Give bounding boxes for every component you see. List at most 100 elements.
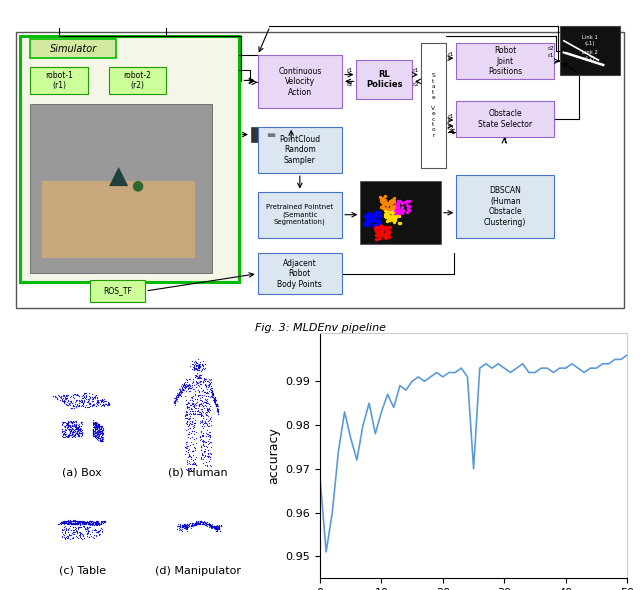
- Point: [65, 428, 75, 438]
- Point: [72, 396, 83, 405]
- Point: [67, 529, 77, 538]
- Point: [362, 214, 372, 224]
- Point: [64, 516, 74, 526]
- Point: [374, 221, 385, 230]
- Point: [67, 403, 77, 412]
- Point: [403, 196, 413, 205]
- Point: [91, 419, 101, 428]
- Point: [204, 520, 214, 530]
- Point: [91, 421, 101, 431]
- Point: [372, 231, 382, 240]
- Point: [66, 398, 76, 407]
- Point: [61, 420, 71, 430]
- Point: [191, 403, 201, 412]
- Text: r2: r2: [547, 46, 554, 51]
- Point: [380, 196, 390, 205]
- Point: [364, 218, 374, 228]
- Point: [58, 517, 68, 527]
- Point: [56, 395, 67, 405]
- Point: [60, 427, 70, 436]
- Point: [97, 436, 107, 445]
- Point: [90, 425, 100, 434]
- Point: [385, 215, 396, 225]
- Point: [182, 377, 192, 386]
- Point: [206, 523, 216, 533]
- Point: [95, 517, 106, 527]
- Point: [68, 519, 79, 528]
- Point: [64, 431, 74, 440]
- Point: [374, 228, 385, 237]
- Text: ●: ●: [132, 179, 143, 193]
- Point: [55, 395, 65, 405]
- Point: [60, 422, 70, 432]
- Point: [210, 523, 220, 533]
- Point: [200, 519, 210, 528]
- Point: [74, 421, 84, 430]
- Point: [97, 395, 108, 405]
- Point: [187, 518, 197, 527]
- Point: [372, 228, 382, 237]
- Point: [86, 518, 96, 527]
- Point: [174, 387, 184, 396]
- Point: [379, 232, 389, 242]
- Point: [196, 454, 206, 464]
- Point: [211, 395, 221, 405]
- Point: [208, 523, 218, 532]
- Point: [69, 431, 79, 441]
- Point: [59, 519, 69, 528]
- Point: [85, 520, 95, 530]
- Point: [70, 395, 81, 404]
- Point: [180, 520, 190, 530]
- Point: [57, 532, 67, 542]
- Point: [77, 517, 87, 526]
- Point: [375, 222, 385, 231]
- Point: [180, 382, 190, 391]
- Point: [174, 523, 184, 532]
- Point: [197, 396, 207, 405]
- Point: [190, 445, 200, 455]
- Point: [72, 422, 82, 431]
- Point: [184, 450, 195, 459]
- Point: [80, 517, 90, 527]
- Point: [212, 400, 222, 409]
- Point: [180, 411, 191, 421]
- Point: [395, 196, 405, 206]
- Point: [376, 222, 387, 232]
- Point: [396, 207, 406, 217]
- Point: [67, 425, 77, 434]
- Point: [64, 430, 74, 439]
- Point: [88, 418, 99, 428]
- Point: [83, 517, 93, 526]
- Point: [177, 520, 187, 530]
- Point: [77, 516, 87, 526]
- Text: (a) Box: (a) Box: [63, 468, 102, 478]
- Point: [204, 520, 214, 529]
- Point: [185, 362, 195, 371]
- Point: [91, 516, 101, 526]
- Point: [95, 520, 105, 529]
- Point: [62, 400, 72, 409]
- Point: [93, 396, 104, 406]
- Point: [71, 519, 81, 529]
- Point: [84, 516, 95, 526]
- Point: [188, 409, 198, 419]
- Point: [197, 365, 207, 375]
- Point: [60, 432, 70, 442]
- Point: [186, 522, 196, 531]
- Point: [196, 386, 207, 396]
- Point: [65, 517, 76, 527]
- Point: [171, 394, 181, 403]
- Text: r1: r1: [413, 68, 419, 73]
- Point: [93, 434, 104, 443]
- Point: [98, 430, 108, 439]
- Point: [180, 395, 191, 405]
- Point: [202, 398, 212, 408]
- Point: [74, 517, 84, 527]
- Point: [384, 228, 394, 238]
- Point: [64, 417, 74, 427]
- Point: [191, 383, 201, 392]
- Bar: [456, 42, 554, 80]
- Point: [391, 201, 401, 211]
- Point: [84, 519, 95, 529]
- Point: [70, 427, 81, 436]
